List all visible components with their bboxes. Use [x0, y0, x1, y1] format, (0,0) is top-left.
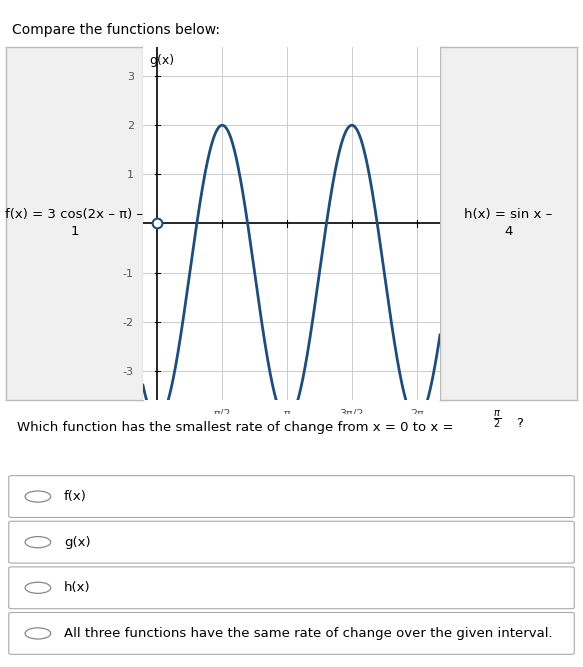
FancyBboxPatch shape — [9, 567, 574, 609]
Circle shape — [25, 628, 51, 639]
Text: All three functions have the same rate of change over the given interval.: All three functions have the same rate o… — [64, 627, 553, 640]
Text: g(x): g(x) — [149, 54, 174, 67]
Text: $\frac{\pi}{2}$: $\frac{\pi}{2}$ — [493, 408, 501, 430]
Text: h(x) = sin x –
4: h(x) = sin x – 4 — [465, 209, 553, 238]
FancyBboxPatch shape — [9, 476, 574, 518]
Text: Which function has the smallest rate of change from x = 0 to x =: Which function has the smallest rate of … — [17, 421, 458, 434]
Text: f(x) = 3 cos(2x – π) –
1: f(x) = 3 cos(2x – π) – 1 — [5, 209, 143, 238]
Text: h(x): h(x) — [64, 582, 91, 594]
Circle shape — [25, 536, 51, 548]
Text: ?: ? — [516, 417, 523, 430]
Circle shape — [25, 582, 51, 594]
Text: f(x): f(x) — [64, 490, 87, 503]
Text: g(x): g(x) — [64, 536, 91, 549]
FancyBboxPatch shape — [9, 522, 574, 563]
FancyBboxPatch shape — [9, 612, 574, 654]
Circle shape — [25, 491, 51, 502]
Text: Compare the functions below:: Compare the functions below: — [12, 23, 220, 37]
